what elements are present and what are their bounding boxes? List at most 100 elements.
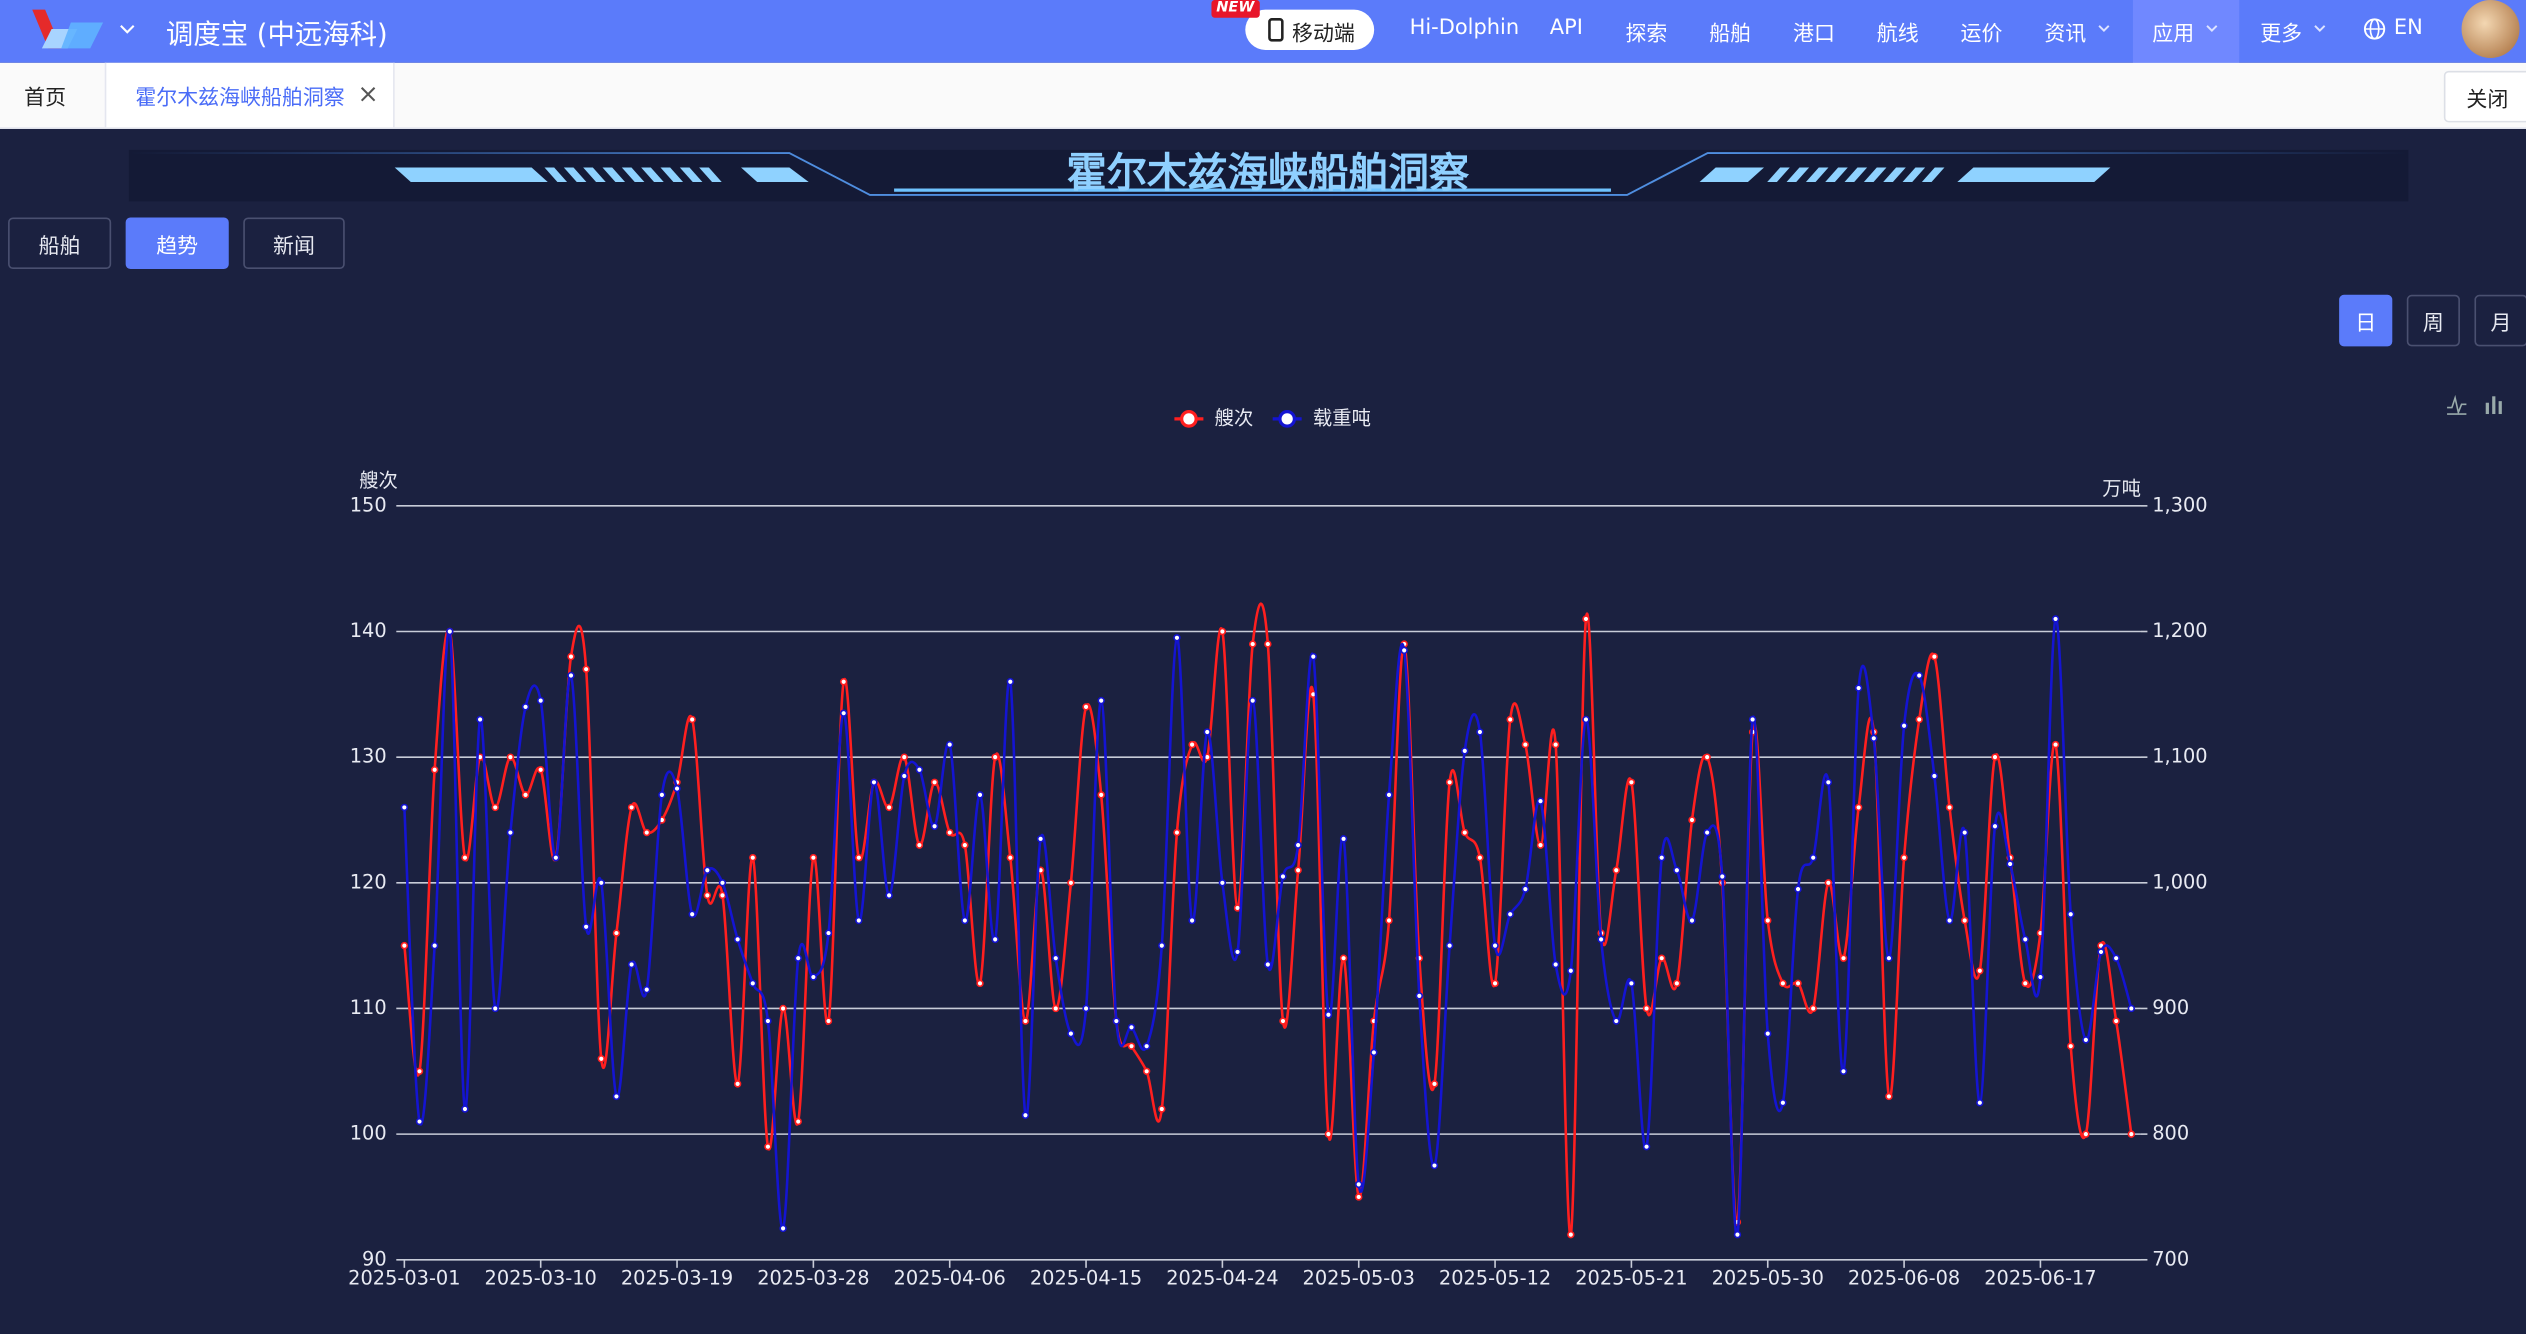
brand[interactable]: 调度宝 (中远海科) — [165, 19, 388, 52]
data-point — [1900, 722, 1908, 730]
data-point — [2082, 1130, 2090, 1138]
nav-item[interactable]: API — [1549, 16, 1583, 41]
subtab-active[interactable]: 趋势 — [125, 217, 229, 270]
data-point — [1082, 1004, 1090, 1013]
data-point — [1945, 916, 1954, 925]
data-point — [1673, 979, 1681, 988]
data-point — [1854, 684, 1863, 692]
nav-item[interactable]: 更多 — [2260, 22, 2303, 47]
data-point — [1748, 715, 1757, 724]
subtab[interactable]: 新闻 — [243, 217, 345, 270]
data-point — [2021, 979, 2029, 988]
data-point — [521, 791, 530, 799]
y-tick-label: 120 — [350, 870, 387, 893]
period-active[interactable]: 日 — [2339, 294, 2393, 347]
tab-close-icon[interactable] — [359, 85, 377, 103]
data-point — [1794, 885, 1802, 893]
mobile-button[interactable]: 移动端 — [1245, 9, 1375, 50]
y2-tick-label: 1,000 — [2152, 870, 2207, 893]
data-point — [1688, 816, 1696, 824]
data-point — [1945, 803, 1954, 812]
data-point — [1536, 797, 1545, 805]
nav-item[interactable]: Hi-Dolphin — [1409, 16, 1520, 41]
data-point — [1097, 791, 1105, 799]
phone-icon — [1268, 18, 1284, 42]
close-all-button[interactable]: 关闭 — [2443, 70, 2526, 123]
data-point — [915, 766, 924, 774]
data-point — [1794, 979, 1802, 988]
avatar[interactable] — [2458, 0, 2526, 63]
nav-item[interactable]: 运价 — [1960, 22, 2003, 47]
data-point — [1597, 935, 1605, 944]
data-point — [1430, 1080, 1439, 1088]
bar-toggle-icon[interactable] — [2483, 393, 2506, 416]
data-point — [1476, 853, 1484, 862]
line-toggle-icon[interactable] — [2445, 393, 2468, 416]
data-point — [824, 1017, 833, 1025]
data-point — [643, 985, 651, 994]
data-point — [1551, 740, 1560, 749]
data-point — [1521, 740, 1530, 749]
data-point — [1279, 872, 1287, 881]
data-point — [779, 1004, 787, 1013]
tab-home[interactable]: 首页 — [24, 86, 67, 112]
data-point — [1764, 1029, 1772, 1038]
data-point — [2006, 860, 2014, 868]
data-point — [1976, 967, 1984, 975]
legend-marker — [1278, 409, 1297, 428]
data-point — [415, 1067, 424, 1076]
logo[interactable] — [29, 6, 106, 54]
data-point — [1703, 753, 1711, 761]
data-point — [1097, 696, 1105, 705]
data-point — [991, 753, 999, 761]
period[interactable]: 月 — [2474, 294, 2526, 347]
data-point — [1461, 747, 1469, 755]
nav-item[interactable]: 探索 — [1625, 22, 1668, 47]
data-point — [2067, 910, 2075, 918]
data-point — [1703, 828, 1711, 837]
tab-bar: 首页 霍尔木兹海峡船舶洞察 关闭 — [0, 62, 2526, 129]
data-point — [1264, 640, 1272, 648]
data-point — [1915, 715, 1923, 724]
top-bar: 调度宝 (中远海科) NEW 移动端 Hi-Dolphin API 探索 船舶 … — [0, 0, 2526, 63]
x-tick-label: 2025-03-28 — [757, 1267, 869, 1290]
nav-item[interactable]: 航线 — [1876, 22, 1919, 47]
data-point — [415, 1117, 424, 1126]
data-point — [1400, 646, 1408, 655]
data-point — [1673, 866, 1681, 874]
nav-item[interactable]: 应用 — [2152, 22, 2195, 47]
y2-tick-label: 1,100 — [2152, 745, 2207, 768]
period[interactable]: 周 — [2406, 294, 2460, 347]
lang-switch[interactable]: EN — [2393, 16, 2423, 41]
data-point — [749, 853, 757, 862]
data-point — [1688, 916, 1696, 925]
tab-active[interactable]: 霍尔木兹海峡船舶洞察 — [104, 62, 395, 128]
data-point — [1142, 1042, 1151, 1050]
x-tick-label: 2025-04-24 — [1166, 1267, 1278, 1290]
data-point — [1233, 948, 1242, 956]
data-point — [1567, 1230, 1575, 1239]
data-point — [2097, 948, 2105, 956]
nav-item[interactable]: 船舶 — [1709, 22, 1752, 47]
data-point — [597, 1055, 605, 1063]
subtab[interactable]: 船舶 — [8, 217, 112, 270]
nav-item[interactable]: 资讯 — [2044, 22, 2087, 47]
data-point — [1036, 835, 1045, 843]
data-point — [430, 941, 439, 950]
data-point — [779, 1224, 787, 1233]
nav-item[interactable]: 港口 — [1793, 22, 1835, 47]
data-point — [2112, 954, 2120, 962]
data-point — [1021, 1111, 1030, 1119]
data-point — [1521, 885, 1530, 893]
logo-menu-chevron[interactable] — [118, 21, 137, 37]
y2-tick-label: 700 — [2152, 1247, 2189, 1270]
data-point — [1127, 1042, 1136, 1050]
y-axis-name: 艘次 — [359, 469, 398, 492]
data-point — [1900, 853, 1908, 862]
data-point — [764, 1017, 772, 1025]
data-point — [1142, 1067, 1151, 1076]
data-point — [1733, 1230, 1742, 1239]
data-point — [536, 696, 545, 705]
data-point — [855, 916, 863, 925]
